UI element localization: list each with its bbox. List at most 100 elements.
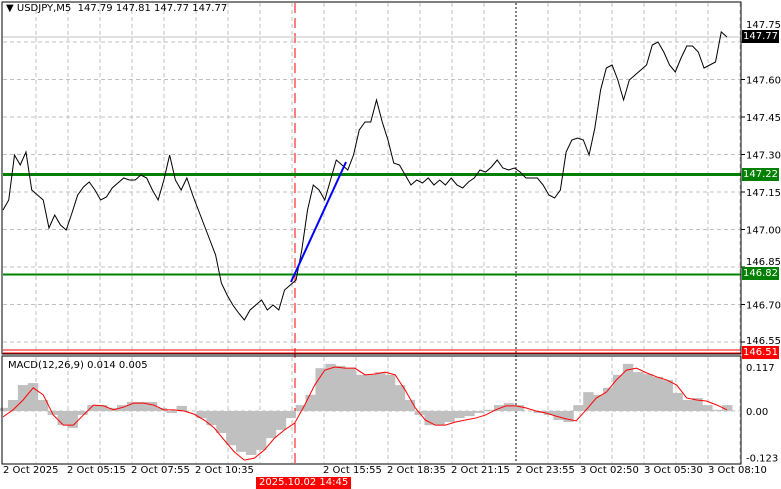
macd-histogram-bar bbox=[513, 405, 525, 411]
macd-histogram-bar bbox=[692, 398, 703, 411]
macd-histogram-bar bbox=[484, 409, 495, 411]
ohlc-open: 147.79 bbox=[77, 3, 113, 14]
price-line bbox=[2, 31, 728, 321]
macd-histogram-bar bbox=[27, 383, 39, 411]
time-label: 2 Oct 05:15 bbox=[67, 465, 126, 476]
axes: 147.75 147.60 147.45 147.30 147.15 147.00 146.… bbox=[1, 1, 781, 465]
time-label: 2 Oct 21:15 bbox=[451, 465, 510, 476]
chart-header: ▼ USDJPY,M5 147.79 147.81 147.77 147.77 bbox=[6, 3, 227, 14]
macd-panel-frame bbox=[1, 355, 742, 465]
current-price-tag: 147.77 bbox=[742, 30, 779, 43]
macd-histogram-bar bbox=[236, 411, 247, 452]
macd-histogram-bar bbox=[702, 405, 713, 411]
macd-histogram-bar bbox=[583, 392, 594, 411]
price-tick-label: 147.45 bbox=[746, 113, 781, 124]
price-tick-label: 146.55 bbox=[746, 336, 781, 347]
macd-histogram-bar bbox=[255, 411, 267, 450]
level-lower-tag: 146.82 bbox=[742, 267, 779, 280]
macd-histogram-bar bbox=[196, 411, 207, 419]
macd-histogram-bar bbox=[67, 411, 78, 428]
cursor-time-label: 2025.10.02 14:45 bbox=[256, 477, 352, 489]
macd-histogram-bar bbox=[563, 411, 574, 423]
macd-histogram-bar bbox=[0, 407, 9, 411]
macd-histogram-bar bbox=[295, 405, 306, 411]
macd-histogram-bar bbox=[503, 403, 515, 411]
macd-histogram-bar bbox=[136, 401, 148, 411]
macd-histogram-bar bbox=[652, 376, 664, 411]
macd-tick-label: 0.00 bbox=[746, 407, 768, 418]
macd-histogram-bar bbox=[166, 411, 178, 413]
horizontal-levels bbox=[3, 173, 741, 354]
time-label: 2 Oct 15:55 bbox=[323, 465, 382, 476]
macd-histogram-bar bbox=[305, 394, 316, 411]
time-label: 3 Oct 08:10 bbox=[708, 465, 767, 476]
macd-histogram-bar bbox=[285, 411, 297, 419]
time-label: 2 Oct 18:35 bbox=[387, 465, 446, 476]
macd-tick-label: -0.123 bbox=[746, 453, 778, 464]
macd-histogram-bar bbox=[662, 379, 673, 411]
macd-histogram-bar bbox=[374, 372, 386, 411]
macd-histogram-bar bbox=[97, 405, 108, 411]
price-tick-label: 147.15 bbox=[746, 188, 781, 199]
time-label: 3 Oct 02:50 bbox=[580, 465, 639, 476]
macd-histogram-bar bbox=[712, 409, 723, 411]
price-tick-label: 147.00 bbox=[746, 226, 781, 237]
macd-histogram-bar bbox=[265, 411, 277, 439]
level-red-tag: 146.51 bbox=[742, 346, 779, 359]
ohlc-high: 147.81 bbox=[115, 3, 151, 14]
macd-histogram-bar bbox=[394, 385, 406, 411]
macd-histogram-bar bbox=[275, 411, 287, 430]
macd-histogram-bar bbox=[622, 363, 634, 411]
macd-histogram-bar bbox=[335, 365, 346, 411]
level-upper-tag: 147.22 bbox=[742, 168, 779, 181]
macd-histogram-bar bbox=[573, 405, 584, 411]
macd-histogram-bar bbox=[384, 374, 396, 411]
triangle-down-icon[interactable]: ▼ bbox=[6, 3, 14, 14]
macd-histogram-bar bbox=[642, 374, 654, 411]
macd-histogram-bar bbox=[722, 405, 733, 411]
macd-histogram-bar bbox=[632, 372, 644, 411]
macd-histogram-bar bbox=[365, 374, 376, 411]
macd-histogram-bar bbox=[37, 399, 49, 411]
macd-histogram-bar bbox=[474, 411, 485, 413]
price-tick-label: 147.30 bbox=[746, 151, 781, 162]
macd-histogram-bar bbox=[672, 392, 683, 411]
macd-histogram-bar bbox=[126, 401, 138, 411]
macd-histogram-bar bbox=[17, 385, 29, 411]
time-label: 2 Oct 23:55 bbox=[516, 465, 575, 476]
macd-histogram-bar bbox=[57, 411, 68, 426]
macd-histogram-bar bbox=[7, 399, 19, 411]
macd-histogram-bar bbox=[206, 411, 217, 426]
series-lines bbox=[2, 31, 728, 461]
macd-histogram-bar bbox=[325, 363, 336, 411]
macd-histogram-bar bbox=[454, 411, 465, 419]
macd-histogram-bar bbox=[424, 411, 435, 426]
trendline bbox=[290, 161, 347, 283]
price-tick-label: 147.60 bbox=[746, 76, 781, 87]
price-tick-label: 146.85 bbox=[746, 257, 781, 268]
time-label: 3 Oct 05:30 bbox=[644, 465, 703, 476]
macd-signal-line bbox=[2, 366, 728, 461]
macd-histogram-bar bbox=[593, 394, 604, 411]
ohlc-close: 147.77 bbox=[192, 3, 228, 14]
macd-histogram-bar bbox=[553, 411, 564, 421]
macd-histogram-bar bbox=[404, 399, 416, 411]
macd-histogram-bar bbox=[315, 368, 326, 411]
time-label: 2 Oct 07:55 bbox=[131, 465, 190, 476]
macd-histogram-bar bbox=[87, 405, 98, 411]
macd-histogram-bar bbox=[603, 387, 614, 411]
macd-histogram-bar bbox=[216, 411, 227, 434]
macd-tick-label: 0.117 bbox=[746, 363, 775, 374]
time-label: 2 Oct 10:35 bbox=[195, 465, 254, 476]
macd-histogram-bar bbox=[434, 411, 445, 426]
macd-histogram-bar bbox=[226, 411, 237, 446]
macd-histogram-bar bbox=[444, 411, 455, 423]
macd-histogram-bar bbox=[77, 411, 88, 415]
macd-histogram-bar bbox=[345, 368, 356, 411]
macd-histogram-bar bbox=[117, 405, 128, 411]
ohlc-low: 147.77 bbox=[154, 3, 190, 14]
symbol-label: USDJPY,M5 bbox=[16, 3, 72, 14]
macd-histogram-bar bbox=[612, 374, 624, 411]
macd-histogram-bar bbox=[245, 411, 257, 456]
